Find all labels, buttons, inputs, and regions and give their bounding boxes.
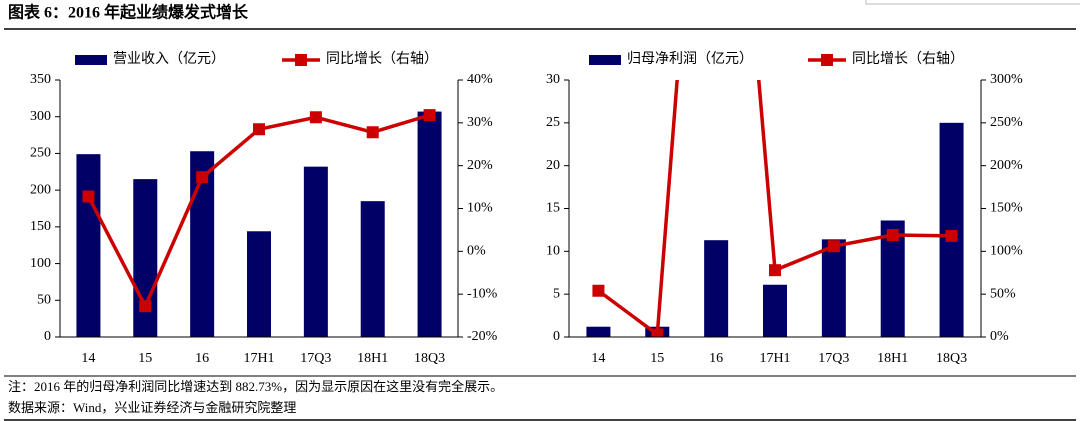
chart: 0 50 100 150 200 250 300 350 -20% -10% 0% 10% 20% 30%… — [30, 51, 498, 366]
legend-label: 同比增长（右轴） — [326, 51, 438, 67]
bar — [76, 154, 101, 337]
bar — [763, 284, 787, 337]
y2-tick-label: 0% — [467, 244, 486, 259]
marker — [196, 171, 209, 184]
marker — [139, 300, 152, 313]
marker — [886, 229, 899, 242]
y-tick-label: 250 — [30, 146, 51, 161]
y-tick-label: 10 — [546, 244, 560, 259]
y-tick-label: 350 — [30, 72, 51, 87]
y-tick-label: 25 — [546, 115, 560, 130]
decor-box — [865, 0, 1080, 5]
bar — [247, 231, 271, 337]
x-tick-label: 18Q3 — [936, 351, 967, 366]
bar — [417, 111, 442, 337]
y2-tick-label: 200% — [990, 158, 1023, 173]
y2-tick-label: 300% — [990, 72, 1023, 87]
marker — [366, 126, 379, 139]
legend-marker — [821, 54, 833, 66]
y-tick-label: 20 — [546, 158, 560, 173]
y-tick-label: 300 — [30, 109, 51, 124]
marker — [945, 229, 958, 242]
x-tick-label: 17Q3 — [300, 351, 331, 366]
legend-label: 归母净利润（亿元） — [627, 50, 753, 67]
page-title: 图表 6：2016 年起业绩爆发式增长 — [8, 3, 249, 22]
legend-swatch — [589, 55, 621, 65]
x-tick-label: 17Q3 — [818, 351, 849, 366]
plot-area — [586, 80, 964, 337]
y2-tick-label: -10% — [467, 286, 498, 301]
x-tick-label: 14 — [81, 351, 95, 366]
legend-label: 营业收入（亿元） — [113, 51, 225, 67]
bar — [360, 201, 385, 337]
y2-tick-label: 10% — [467, 201, 493, 216]
bar — [133, 179, 158, 337]
x-tick-label: 15 — [138, 351, 152, 366]
marker — [827, 240, 840, 253]
y-tick-label: 0 — [553, 329, 560, 344]
x-tick-label: 18H1 — [877, 351, 908, 366]
y2-tick-label: 40% — [467, 72, 493, 87]
marker — [592, 284, 605, 297]
y-tick-label: 50 — [37, 293, 51, 308]
x-tick-label: 18Q3 — [414, 351, 445, 366]
y-tick-label: 15 — [546, 201, 560, 216]
y2-tick-label: 20% — [467, 158, 493, 173]
note: 注：2016 年的归母净利润同比增速达到 882.73%，因为显示原因在这里没有… — [8, 379, 503, 394]
y-tick-label: 0 — [44, 329, 51, 344]
marker — [769, 264, 781, 277]
legend-label: 同比增长（右轴） — [852, 51, 964, 67]
y-tick-label: 150 — [30, 219, 51, 234]
marker — [82, 190, 95, 203]
marker — [253, 123, 265, 136]
x-tick-label: 17H1 — [243, 351, 274, 366]
y-tick-label: 200 — [30, 182, 51, 197]
legend-marker — [295, 54, 307, 66]
marker — [651, 328, 664, 337]
x-tick-label: 16 — [195, 351, 209, 366]
y2-tick-label: 30% — [467, 115, 493, 130]
bar — [586, 326, 611, 337]
y-tick-label: 100 — [30, 256, 51, 271]
x-tick-label: 16 — [709, 351, 723, 366]
x-tick-label: 17H1 — [759, 351, 790, 366]
y2-tick-label: 150% — [990, 201, 1023, 216]
bar — [704, 240, 729, 337]
x-tick-label: 15 — [650, 351, 664, 366]
source: 数据来源：Wind，兴业证券经济与金融研究院整理 — [8, 400, 296, 415]
marker — [423, 109, 436, 122]
bar — [303, 166, 328, 337]
x-tick-label: 14 — [591, 351, 605, 366]
y-tick-label: 5 — [553, 286, 560, 301]
y2-tick-label: -20% — [467, 329, 498, 344]
y2-tick-label: 100% — [990, 244, 1023, 259]
y2-tick-label: 0% — [990, 329, 1009, 344]
marker — [309, 111, 322, 124]
y2-tick-label: 250% — [990, 115, 1023, 130]
y2-tick-label: 50% — [990, 286, 1016, 301]
y-tick-label: 30 — [546, 72, 560, 87]
plot-area — [76, 109, 442, 337]
bar — [821, 239, 846, 337]
x-tick-label: 18H1 — [357, 351, 388, 366]
legend-swatch — [75, 55, 107, 65]
